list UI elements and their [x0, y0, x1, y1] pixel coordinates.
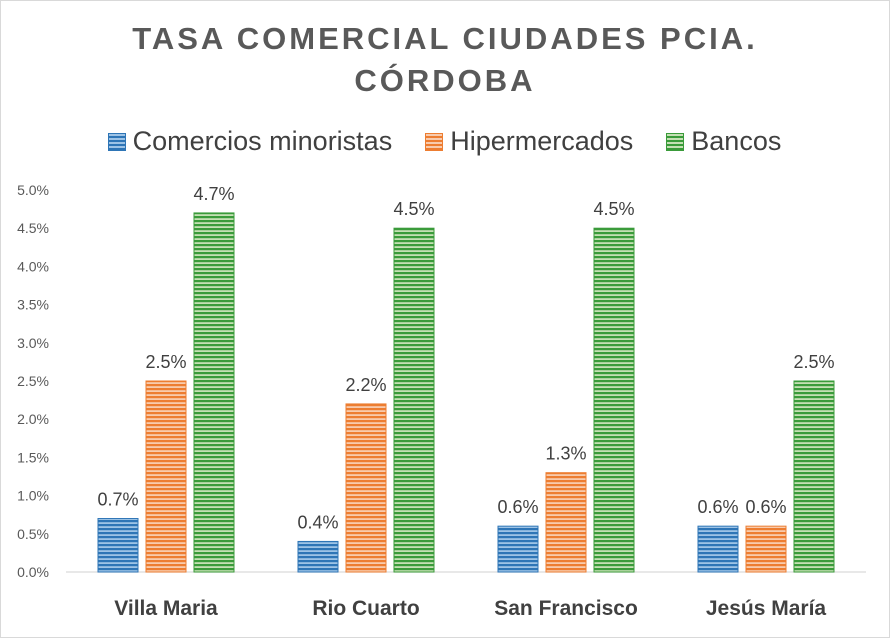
- bar-bancos: [793, 380, 835, 573]
- data-label-bancos: 4.7%: [193, 184, 234, 204]
- x-category-label: San Francisco: [494, 597, 638, 620]
- data-label-comercios: 0.7%: [97, 490, 138, 510]
- bar-bancos: [593, 227, 635, 573]
- bar-comercios: [297, 540, 339, 573]
- y-tick-label: 0.0%: [17, 564, 49, 580]
- x-category-label: Rio Cuarto: [312, 597, 419, 620]
- data-label-bancos: 4.5%: [393, 199, 434, 219]
- y-tick-label: 2.0%: [17, 411, 49, 427]
- bar-hipermercados: [345, 403, 387, 573]
- bar-bancos: [393, 227, 435, 573]
- data-label-hipermercados: 0.6%: [745, 497, 786, 517]
- chart-title: TASA COMERCIAL CIUDADES PCIA. CÓRDOBA: [0, 18, 890, 102]
- y-tick-label: 1.5%: [17, 449, 49, 465]
- bar-comercios: [697, 525, 739, 573]
- x-category-label: Villa Maria: [114, 597, 218, 620]
- bar-hipermercados: [545, 472, 587, 573]
- legend-label-hipermercados: Hipermercados: [450, 126, 634, 156]
- chart-title-line-1: TASA COMERCIAL CIUDADES PCIA.: [132, 21, 758, 56]
- bar-comercios: [497, 525, 539, 573]
- data-label-comercios: 0.6%: [697, 497, 738, 517]
- bar-hipermercados: [145, 380, 187, 573]
- bar-comercios: [97, 518, 139, 573]
- data-label-hipermercados: 1.3%: [545, 444, 586, 464]
- legend: Comercios minoristas Hipermercados Banco…: [0, 126, 890, 157]
- legend-swatch-hipermercados: [425, 132, 444, 151]
- y-tick-label: 2.5%: [17, 373, 49, 389]
- legend-item-comercios: Comercios minoristas: [107, 126, 393, 157]
- chart-title-line-2: CÓRDOBA: [354, 63, 536, 98]
- legend-item-bancos: Bancos: [666, 126, 782, 157]
- legend-label-bancos: Bancos: [691, 126, 782, 156]
- data-label-hipermercados: 2.2%: [345, 375, 386, 395]
- data-label-comercios: 0.4%: [297, 512, 338, 532]
- y-tick-label: 1.0%: [17, 488, 49, 504]
- x-category-label: Jesús María: [706, 597, 827, 620]
- data-label-bancos: 2.5%: [793, 352, 834, 372]
- y-tick-label: 4.0%: [17, 258, 49, 274]
- data-label-bancos: 4.5%: [593, 199, 634, 219]
- y-tick-label: 3.5%: [17, 297, 49, 313]
- legend-swatch-comercios: [107, 132, 126, 151]
- legend-item-hipermercados: Hipermercados: [425, 126, 634, 157]
- bar-bancos: [193, 212, 235, 573]
- y-tick-label: 0.5%: [17, 526, 49, 542]
- data-label-comercios: 0.6%: [497, 497, 538, 517]
- data-label-hipermercados: 2.5%: [145, 352, 186, 372]
- bar-hipermercados: [745, 525, 787, 573]
- y-tick-label: 5.0%: [17, 182, 49, 198]
- legend-swatch-bancos: [666, 132, 685, 151]
- y-tick-label: 4.5%: [17, 220, 49, 236]
- y-tick-label: 3.0%: [17, 335, 49, 351]
- legend-label-comercios: Comercios minoristas: [132, 126, 393, 156]
